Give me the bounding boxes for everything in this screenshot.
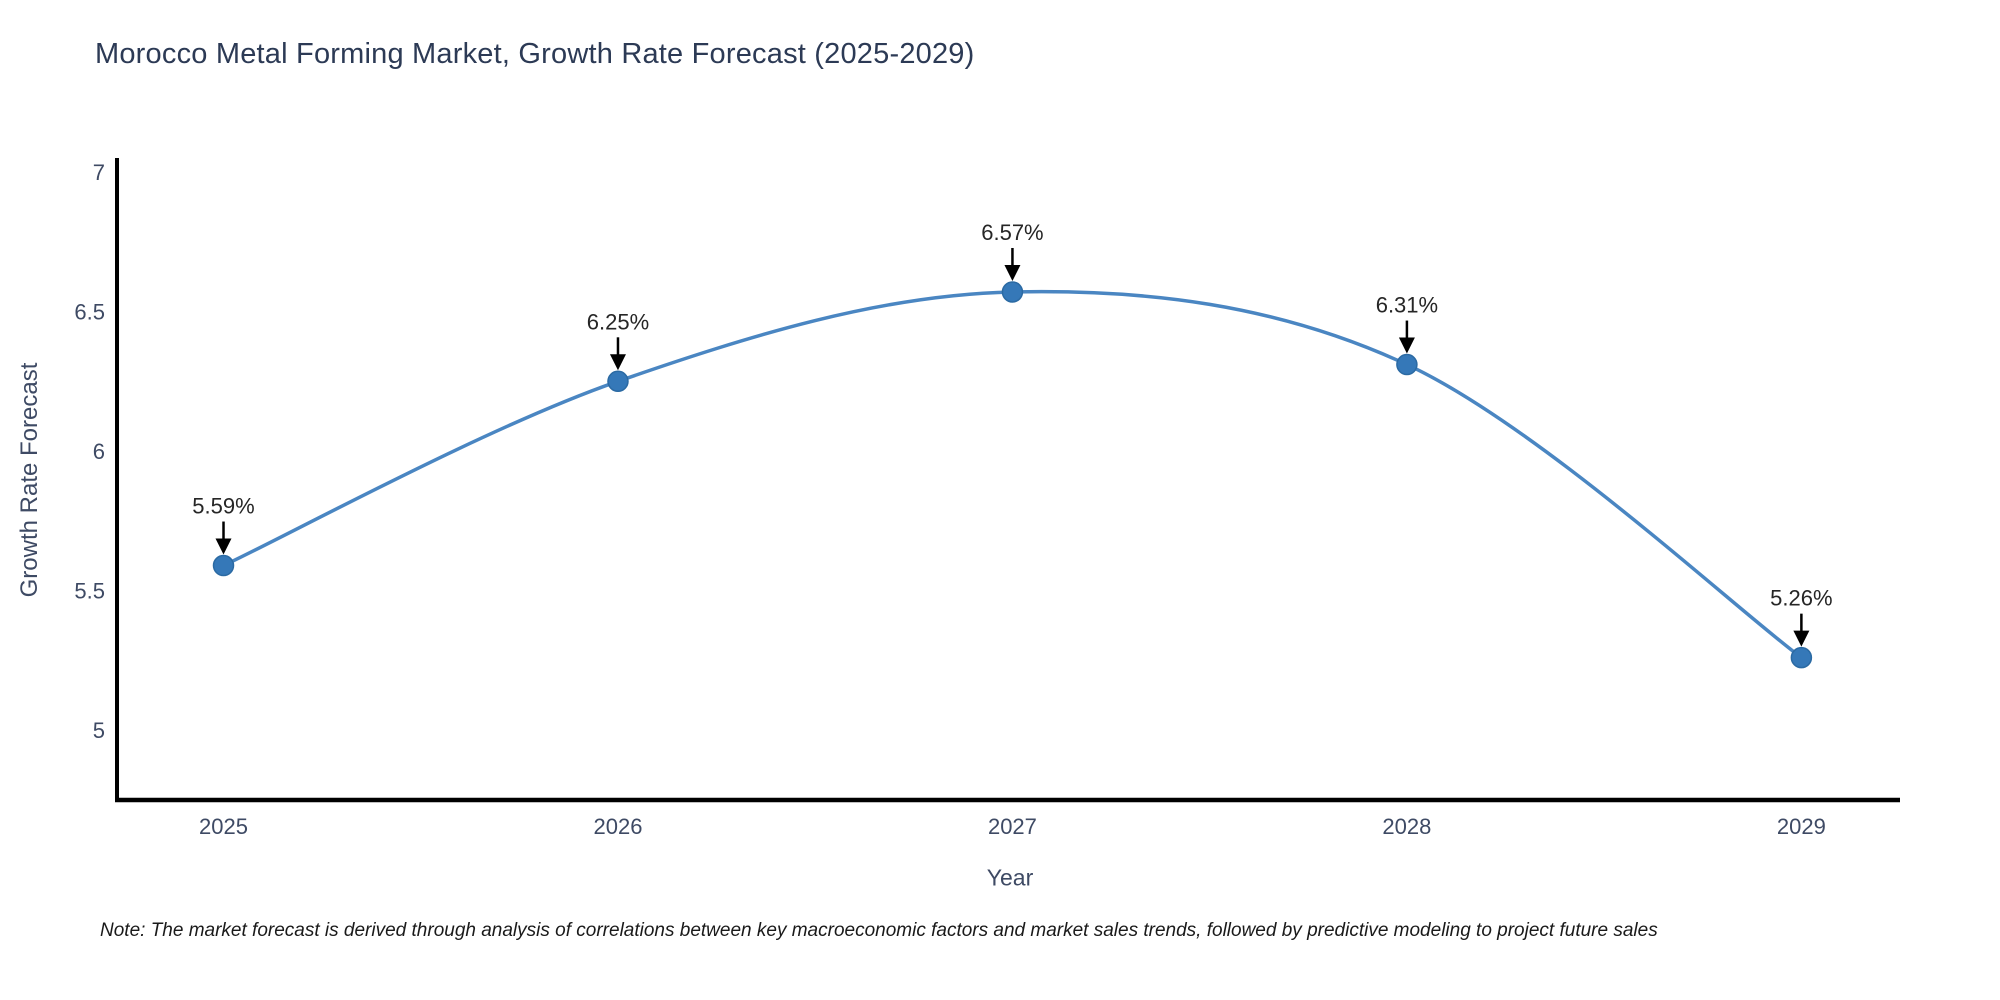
x-tick-label: 2025 — [199, 814, 248, 839]
x-axis-title: Year — [986, 864, 1034, 891]
annotation-arrowhead — [215, 538, 232, 555]
point-label-2029: 5.26% — [1770, 586, 1832, 611]
x-tick-label: 2028 — [1382, 814, 1431, 839]
footnote: Note: The market forecast is derived thr… — [100, 920, 1658, 941]
annotation-arrowhead — [1398, 337, 1415, 354]
x-tick-label: 2029 — [1777, 814, 1826, 839]
y-tick-label: 6.5 — [74, 300, 105, 325]
x-tick-label: 2027 — [988, 814, 1037, 839]
point-label-2025: 5.59% — [192, 494, 254, 519]
point-label-2027: 6.57% — [981, 220, 1043, 245]
y-tick-label: 6 — [93, 439, 105, 464]
point-label-2028: 6.31% — [1376, 293, 1438, 318]
annotation-arrowhead — [1793, 630, 1810, 647]
data-point-2025[interactable] — [212, 554, 235, 577]
data-point-2027[interactable] — [1001, 281, 1024, 303]
y-tick-label: 5 — [93, 718, 105, 743]
annotation-arrowhead — [609, 354, 626, 371]
trend-line — [221, 289, 1804, 660]
data-point-2028[interactable] — [1396, 353, 1418, 376]
point-label-2026: 6.25% — [587, 309, 649, 334]
data-point-2029[interactable] — [1790, 646, 1813, 669]
x-tick-label: 2026 — [593, 814, 642, 839]
data-point-2026[interactable] — [607, 370, 629, 393]
y-tick-label: 5.5 — [74, 579, 105, 604]
annotation-arrowhead — [1004, 264, 1021, 281]
y-tick-label: 7 — [93, 160, 105, 185]
chart-title: Morocco Metal Forming Market, Growth Rat… — [95, 38, 975, 70]
